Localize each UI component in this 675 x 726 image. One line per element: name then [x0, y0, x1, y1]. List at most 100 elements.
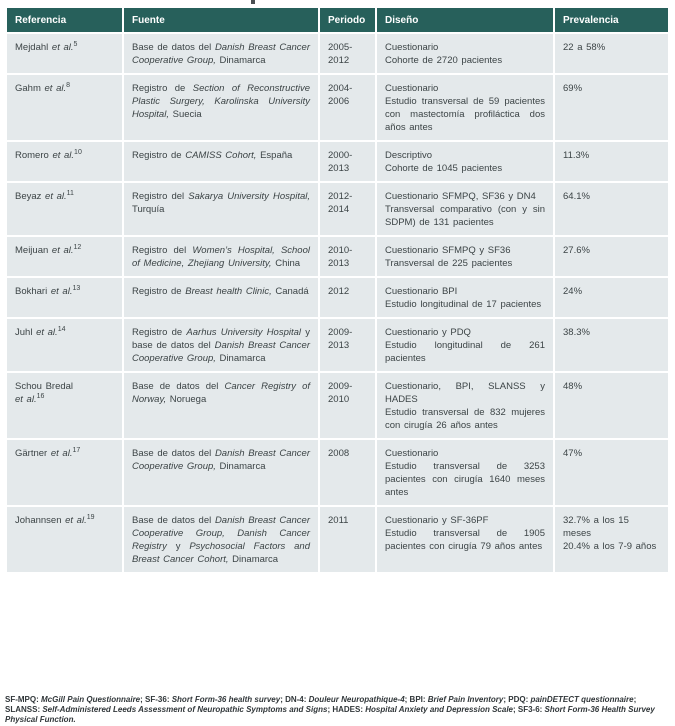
text-segment: Short Form-36 health survey — [171, 695, 281, 704]
text-segment: Breast health Clinic, — [185, 286, 272, 297]
text-segment: ; SF-36: — [140, 695, 172, 704]
text-segment: Dinamarca — [215, 461, 266, 472]
diseno-line: Estudio transversal de 59 pacientes con … — [385, 96, 545, 133]
cell-diseno: Cuestionario Estudio transversal de 3253 … — [377, 440, 555, 507]
text-segment: ; HADES: — [327, 705, 366, 714]
cell-fuente: Registro del Women’s Hospital, School of… — [124, 237, 320, 278]
text-segment: Section of Reconstructive Plastic Surger… — [132, 83, 310, 120]
table-row: Gahm et al.8 Registro de Section of Recon… — [7, 75, 668, 142]
cell-fuente: Base de datos del Cancer Registry of Nor… — [124, 373, 320, 440]
cell-periodo: 2004- 2006 — [320, 75, 377, 142]
text-segment: Schou Bredal — [15, 381, 74, 392]
cell-diseno: Cuestionario y SF-36PF Estudio transversa… — [377, 507, 555, 572]
prevalencia-line: 22 a 58% — [563, 42, 606, 53]
text-segment: 16 — [36, 392, 45, 400]
text-segment: Danish Breast Cancer Cooperative Group, — [132, 340, 310, 364]
text-segment: et al. — [51, 245, 74, 256]
cell-prevalencia: 47% — [555, 440, 668, 507]
text-segment: et al. — [15, 394, 37, 405]
text-segment: Juhl — [15, 327, 37, 338]
text-segment: 5 — [73, 40, 78, 48]
text-segment: Registro del — [132, 245, 193, 256]
diseno-line: Estudio longitudinal de 17 pacientes — [385, 299, 542, 310]
cell-periodo: 2000- 2013 — [320, 142, 377, 183]
cell-prevalencia: 32.7% a los 15 meses 20.4% a los 7-9 años — [555, 507, 668, 572]
text-segment: CAMISS Cohort, — [185, 150, 257, 161]
cell-periodo: 2010- 2013 — [320, 237, 377, 278]
prevalencia-line: 11.3% — [563, 150, 590, 161]
cell-referencia: Johannsen et al.19 — [7, 507, 124, 572]
text-segment: Dinamarca — [215, 353, 266, 364]
cell-periodo: 2009- 2013 — [320, 319, 377, 373]
text-segment: Gahm — [15, 83, 45, 94]
diseno-line: Cuestionario SFMPQ, SF36 y DN4 — [385, 191, 536, 202]
text-segment: Registro de — [132, 83, 193, 94]
text-segment: Dinamarca — [215, 55, 266, 66]
diseno-line: Estudio transversal de 1905 pacientes co… — [385, 528, 545, 552]
text-segment: Short Form-36 Health Survey Physical Fun… — [5, 705, 655, 724]
text-segment: y base de datos del — [132, 327, 310, 351]
diseno-line: Estudio longitudinal de 261 pacientes — [385, 340, 545, 364]
prevalencia-line: 32.7% a los 15 meses — [563, 515, 629, 539]
text-segment: Meijuan — [15, 245, 52, 256]
table-row: Bokhari et al.13 Registro de Breast healt… — [7, 278, 668, 319]
text-segment: et al. — [36, 327, 58, 338]
cell-referencia: Meijuan et al.12 — [7, 237, 124, 278]
column-header-prevalencia: Prevalencia — [555, 8, 668, 34]
text-segment: Dinamarca — [228, 554, 279, 565]
studies-table: Referencia Fuente Periodo Diseño Prevalencia… — [7, 8, 668, 572]
diseno-line: Cohorte de 2720 pacientes — [385, 55, 503, 66]
diseno-line: Cuestionario y PDQ — [385, 327, 471, 338]
text-segment: Base de datos del — [132, 515, 215, 526]
text-segment: Noruega — [166, 394, 207, 405]
text-segment: Aarhus University Hospital — [186, 327, 302, 338]
text-segment: Base de datos del — [132, 381, 225, 392]
text-segment: Danish Breast Cancer Cooperative Group, — [132, 448, 310, 472]
cropped-title-fragment — [251, 0, 255, 4]
text-segment: painDETECT questionnaire — [530, 695, 634, 704]
text-segment: ; BPI: — [404, 695, 428, 704]
cell-diseno: Cuestionario SFMPQ y SF36 Transversal de … — [377, 237, 555, 278]
text-segment: Hospital Anxiety and Depression Scale — [365, 705, 513, 714]
diseno-line: Transversal de 225 pacientes — [385, 258, 513, 269]
cell-prevalencia: 38.3% — [555, 319, 668, 373]
text-segment: Gärtner — [15, 448, 51, 459]
text-segment: et al. — [50, 448, 73, 459]
cell-diseno: Cuestionario y PDQ Estudio longitudinal d… — [377, 319, 555, 373]
text-segment: Base de datos del — [132, 448, 215, 459]
cell-fuente: Base de datos del Danish Breast Cancer C… — [124, 440, 320, 507]
text-segment: Canadá — [271, 286, 309, 297]
footnote: SF-MPQ: McGill Pain Questionnaire; SF-36… — [5, 695, 670, 725]
diseno-line: Descriptivo — [385, 150, 432, 161]
text-segment: ; PDQ: — [503, 695, 531, 704]
text-segment: Bokhari — [15, 286, 51, 297]
cell-prevalencia: 22 a 58% — [555, 34, 668, 75]
cell-referencia: Romero et al.10 — [7, 142, 124, 183]
text-segment: et al. — [44, 83, 67, 94]
diseno-line: Cuestionario SFMPQ y SF36 — [385, 245, 511, 256]
cell-prevalencia: 24% — [555, 278, 668, 319]
diseno-line: Cuestionario, BPI, SLANSS y HADES — [385, 381, 545, 405]
table-row: Juhl et al.14 Registro de Aarhus Universi… — [7, 319, 668, 373]
cell-fuente: Registro de Breast health Clinic, Canadá — [124, 278, 320, 319]
text-segment: et al. — [51, 42, 74, 53]
text-segment: ; SF3-6: — [512, 705, 545, 714]
prevalencia-line: 64.1% — [563, 191, 590, 202]
text-segment: Beyaz — [15, 191, 46, 202]
cell-diseno: Cuestionario BPI Estudio longitudinal de … — [377, 278, 555, 319]
text-segment: Registro de — [132, 286, 186, 297]
table-row: Schou Bredal et al.16 Base de datos del Ca… — [7, 373, 668, 440]
cell-periodo: 2009- 2010 — [320, 373, 377, 440]
cell-periodo: 2011 — [320, 507, 377, 572]
cell-diseno: Descriptivo Cohorte de 1045 pacientes — [377, 142, 555, 183]
cell-periodo: 2005- 2012 — [320, 34, 377, 75]
cell-prevalencia: 11.3% — [555, 142, 668, 183]
cell-periodo: 2012 — [320, 278, 377, 319]
text-segment: 14 — [57, 325, 66, 333]
diseno-line: Cohorte de 1045 pacientes — [385, 163, 503, 174]
cell-diseno: Cuestionario, BPI, SLANSS y HADES Estudio… — [377, 373, 555, 440]
text-segment: et al. — [45, 191, 67, 202]
table-row: Meijuan et al.12 Registro del Women’s Hos… — [7, 237, 668, 278]
cell-fuente: Base de datos del Danish Breast Cancer C… — [124, 34, 320, 75]
cell-referencia: Mejdahl et al.5 — [7, 34, 124, 75]
